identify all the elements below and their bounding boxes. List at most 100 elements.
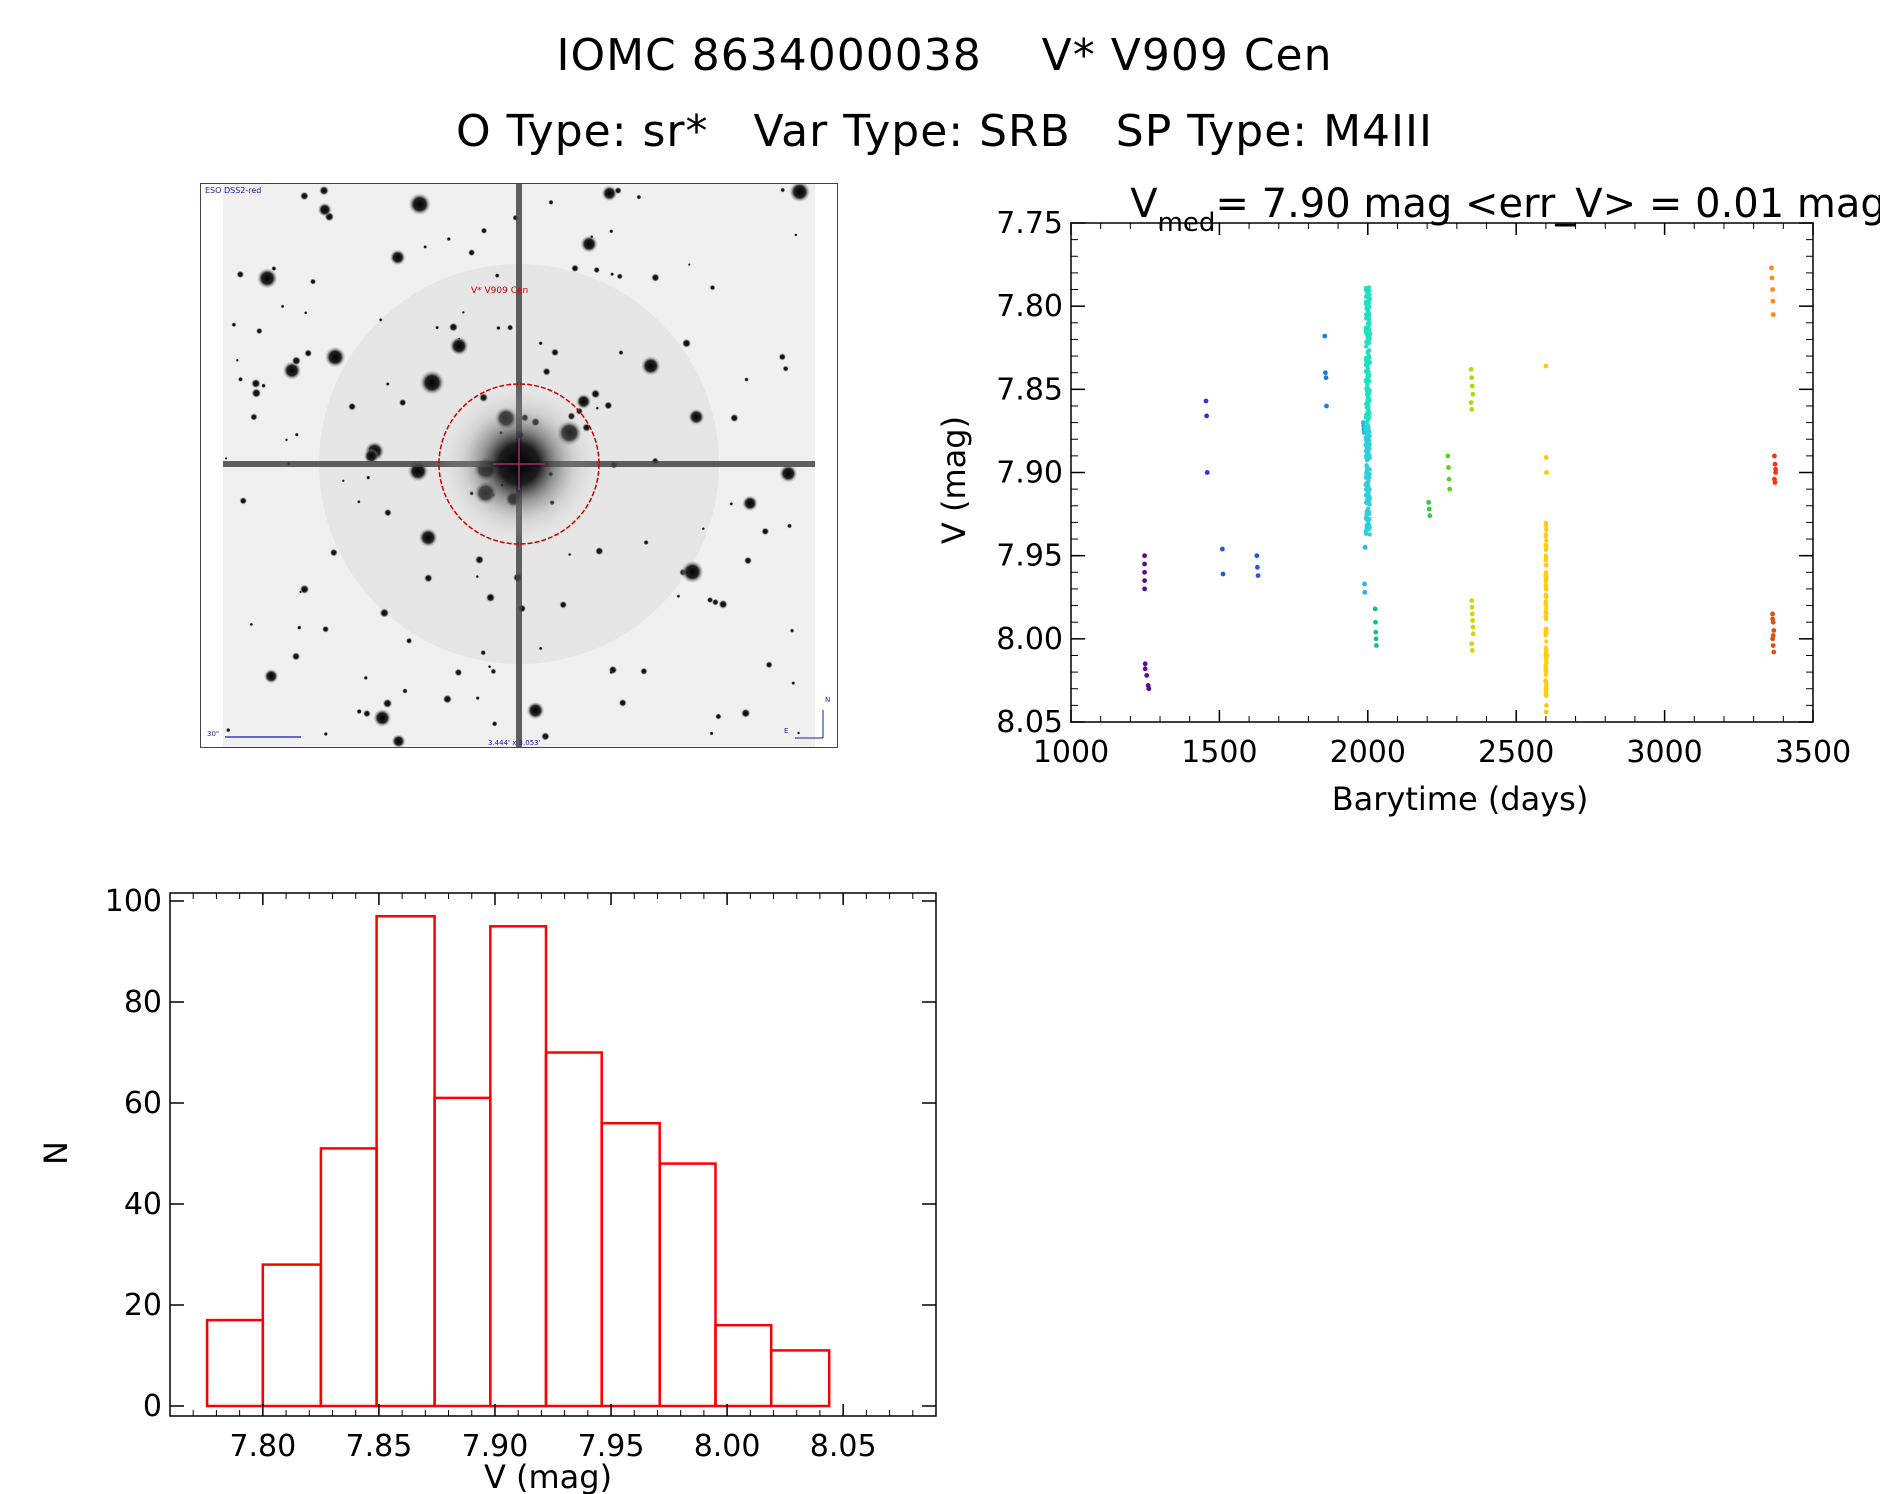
field-star <box>782 365 789 372</box>
x-tick-label: 2000 <box>1330 735 1406 770</box>
data-point <box>1365 423 1370 428</box>
data-point <box>1146 686 1152 692</box>
data-point <box>1543 558 1548 563</box>
star-id-simbad: V* V909 Cen <box>1041 30 1333 81</box>
light-curve-points <box>1142 265 1778 715</box>
histogram-frame <box>169 892 937 1417</box>
field-star <box>467 248 476 257</box>
data-point <box>1362 581 1367 587</box>
data-point <box>1769 275 1775 281</box>
field-star <box>261 383 267 389</box>
field-star <box>239 496 248 505</box>
field-star <box>457 337 461 341</box>
field-star <box>348 402 357 411</box>
histogram-bar <box>544 1051 603 1408</box>
field-star <box>614 186 622 195</box>
field-star <box>786 523 793 529</box>
data-point <box>1367 496 1372 501</box>
field-star <box>789 628 795 633</box>
data-point <box>1367 292 1372 297</box>
data-point <box>1544 543 1549 548</box>
field-star <box>408 192 432 216</box>
field-star <box>709 731 714 736</box>
field-star <box>323 731 329 737</box>
y-tick-label: 40 <box>124 1187 162 1222</box>
field-star <box>365 475 371 480</box>
histogram-bar <box>433 1096 492 1408</box>
histogram-bars <box>205 914 831 1408</box>
field-star <box>701 527 705 531</box>
data-point <box>1366 490 1371 495</box>
field-star <box>688 408 705 426</box>
field-star <box>740 708 751 718</box>
data-point <box>1771 649 1777 655</box>
field-star <box>356 499 361 504</box>
data-point <box>1142 578 1147 583</box>
data-point <box>1544 687 1549 692</box>
data-point <box>1366 519 1371 524</box>
x-tick-label: 1500 <box>1181 735 1257 770</box>
field-star <box>715 713 722 720</box>
image-right-margin <box>815 184 837 747</box>
data-point <box>1427 513 1433 519</box>
data-point <box>1255 564 1260 570</box>
histogram-axes: 7.80 7.85 7.90 7.95 8.00 8.05 0 20 40 60 80 100 <box>105 884 937 1464</box>
data-point <box>1142 661 1148 667</box>
field-star <box>324 346 346 368</box>
data-point <box>1469 383 1475 389</box>
y-tick-label: 60 <box>124 1086 162 1121</box>
field-star <box>448 322 459 332</box>
data-point <box>1364 330 1369 336</box>
light-curve-title-suffix: = 7.90 mag <err_V> = 0.01 mag <box>1215 181 1880 227</box>
data-point <box>1544 658 1549 664</box>
field-star <box>550 348 560 357</box>
field-star <box>383 508 392 517</box>
data-point <box>1365 507 1370 513</box>
field-star <box>796 731 801 735</box>
data-point <box>1543 672 1548 678</box>
data-point <box>1365 500 1371 505</box>
x-tick-label: 7.85 <box>346 1429 413 1464</box>
data-point <box>1544 593 1549 599</box>
data-point <box>1469 611 1475 617</box>
data-point <box>1426 500 1431 505</box>
histogram-bar <box>769 1349 831 1408</box>
field-star <box>571 264 579 273</box>
data-point <box>1470 618 1475 623</box>
data-point <box>1324 403 1329 409</box>
field-star <box>363 675 369 681</box>
data-point <box>1543 653 1548 658</box>
data-point <box>1773 466 1778 472</box>
field-star <box>567 552 572 557</box>
data-point <box>1363 344 1369 349</box>
field-star <box>280 304 285 309</box>
field-star <box>604 401 613 410</box>
histogram-bar <box>205 1318 265 1408</box>
histogram-ylabel: N <box>40 1141 75 1165</box>
field-star <box>559 600 568 609</box>
data-point <box>1366 334 1371 339</box>
y-tick-label: 8.05 <box>996 705 1063 740</box>
data-point <box>1363 448 1368 454</box>
field-star <box>446 236 452 242</box>
data-point <box>1204 413 1209 419</box>
field-star <box>494 273 500 279</box>
survey-label: ESO DSS2-red <box>205 186 261 195</box>
field-star <box>687 263 691 267</box>
data-point <box>1367 455 1372 460</box>
field-star <box>729 501 734 506</box>
field-star <box>402 688 408 694</box>
data-point <box>1364 377 1369 382</box>
field-star <box>309 278 317 285</box>
field-star <box>491 720 498 727</box>
data-point <box>1468 367 1474 372</box>
field-star <box>282 361 302 380</box>
field-star <box>480 649 487 656</box>
star-id-iomc: IOMC 8634000038 <box>556 30 982 81</box>
data-point <box>1770 611 1775 617</box>
data-point <box>1365 302 1370 307</box>
field-star <box>362 709 371 718</box>
data-point <box>1365 398 1370 403</box>
light-curve-title: Vmed= 7.90 mag <err_V> = 0.01 mag <box>1130 181 1880 238</box>
data-point <box>1543 455 1549 460</box>
